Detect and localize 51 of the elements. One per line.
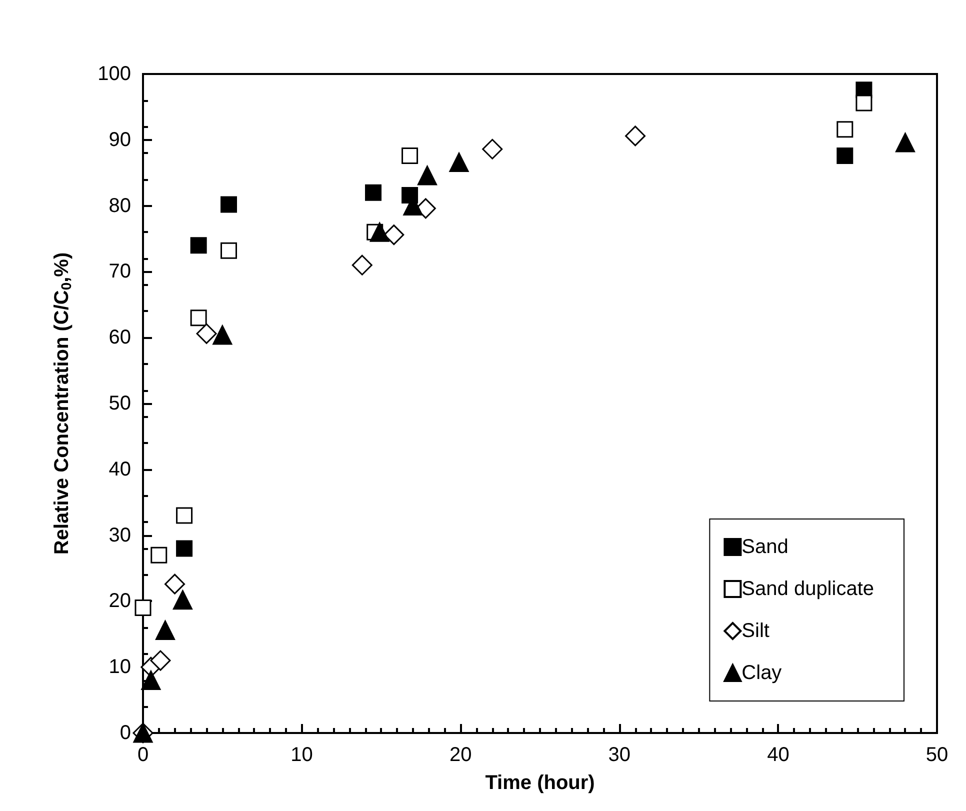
point <box>482 138 503 160</box>
point <box>895 132 915 152</box>
point <box>836 147 854 164</box>
point <box>212 325 232 345</box>
y-tick-label: 80 <box>108 194 131 217</box>
legend-label: Sand <box>742 536 788 558</box>
point <box>176 507 193 524</box>
point <box>150 546 168 564</box>
legend-label: Silt <box>742 620 770 642</box>
point <box>449 152 469 172</box>
point <box>402 147 418 164</box>
point <box>384 224 404 246</box>
y-tick-label: 30 <box>108 524 131 546</box>
point <box>164 574 186 594</box>
point <box>155 620 175 640</box>
y-tick-label: 60 <box>108 326 131 349</box>
legend-label: Clay <box>742 662 782 684</box>
point <box>856 94 872 112</box>
point <box>352 254 372 276</box>
point <box>190 237 207 254</box>
x-tick-label: 10 <box>290 744 313 766</box>
point <box>365 184 382 201</box>
y-tick-label: 100 <box>98 63 131 85</box>
point <box>172 590 192 610</box>
point <box>836 121 854 138</box>
point <box>150 650 171 671</box>
x-tick-label: 50 <box>926 744 948 766</box>
point <box>196 323 217 344</box>
point <box>418 166 437 186</box>
x-tick-label: 30 <box>608 744 631 766</box>
point <box>141 670 161 690</box>
x-axis-title: Time (hour) <box>485 772 595 794</box>
legend-label: Sand duplicate <box>742 578 874 600</box>
point <box>134 600 152 616</box>
y-tick-label: 10 <box>108 656 131 678</box>
y-tick-label: 90 <box>108 128 131 151</box>
y-tick-label: 70 <box>108 260 131 283</box>
point <box>220 242 237 259</box>
x-tick-label: 20 <box>449 744 472 766</box>
point <box>370 222 390 242</box>
point <box>625 126 646 146</box>
y-tick-label: 0 <box>120 722 131 744</box>
y-tick-label: 20 <box>108 590 131 612</box>
point <box>176 540 193 557</box>
point <box>220 196 237 213</box>
y-tick-label: 40 <box>108 458 131 480</box>
y-axis-title: Relative Concentration (C/C0,%) <box>51 252 74 555</box>
x-tick-label: 40 <box>767 744 790 766</box>
x-tick-label: 0 <box>137 744 149 766</box>
point <box>190 310 207 326</box>
y-tick-label: 50 <box>108 392 131 414</box>
